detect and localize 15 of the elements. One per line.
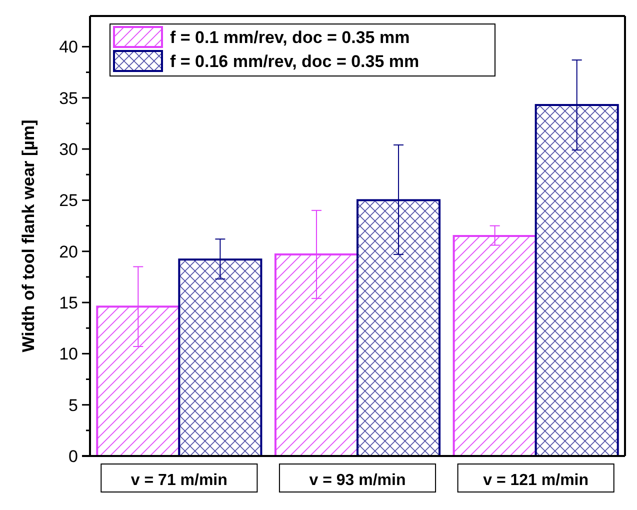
y-tick-label: 0 xyxy=(68,446,78,466)
y-tick-label: 5 xyxy=(68,396,78,415)
y-tick-label: 25 xyxy=(59,191,78,210)
legend-label: f = 0.1 mm/rev, doc = 0.35 mm xyxy=(170,28,410,47)
y-tick-label: 15 xyxy=(59,293,78,312)
y-tick-label: 35 xyxy=(59,88,78,108)
y-tick-label: 40 xyxy=(59,38,78,57)
y-axis-title: Width of tool flank wear [µm] xyxy=(19,120,38,352)
y-tick-label: 30 xyxy=(59,140,78,159)
legend-label: f = 0.16 mm/rev, doc = 0.35 mm xyxy=(170,52,420,71)
x-tick-label: v = 93 m/min xyxy=(309,472,406,489)
y-tick-label: 20 xyxy=(59,242,78,262)
x-tick-label: v = 121 m/min xyxy=(483,472,589,489)
y-tick-label: 10 xyxy=(59,344,78,364)
x-tick-label: v = 71 m/min xyxy=(130,472,228,489)
